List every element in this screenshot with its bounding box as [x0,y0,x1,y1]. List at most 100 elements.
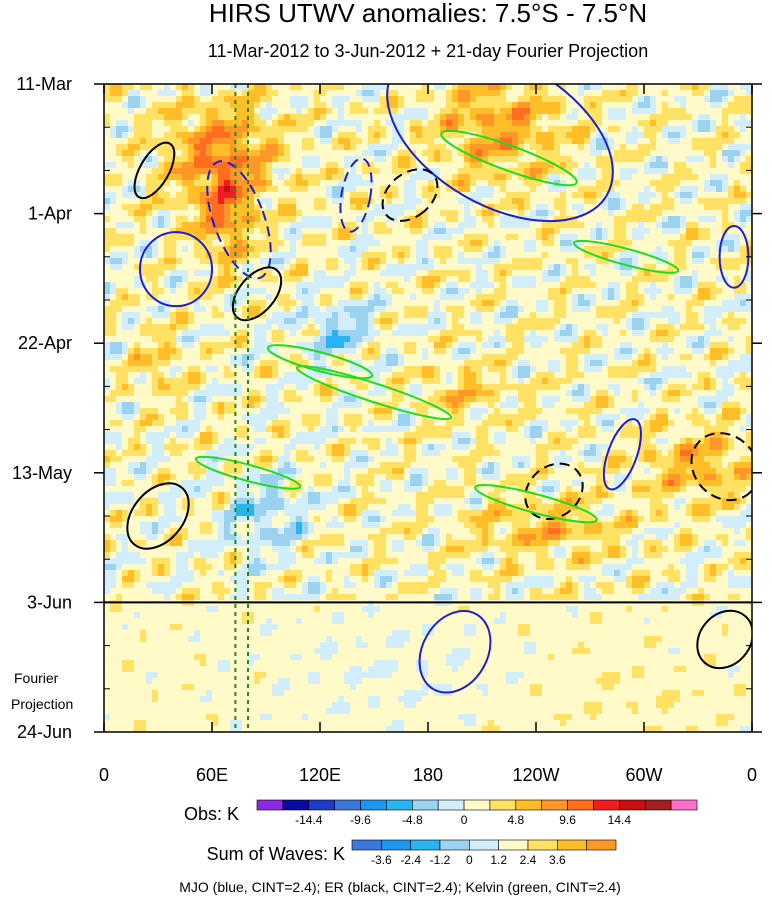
field-cell [512,138,519,145]
field-cell [122,96,129,103]
field-cell [620,246,627,253]
field-cell [524,102,531,109]
field-cell [356,84,363,91]
field-cell [668,354,675,361]
field-cell [602,90,609,97]
field-cell [596,276,603,283]
field-cell [548,210,555,217]
field-cell [470,84,477,91]
field-cell [434,96,441,103]
field-cell [272,102,279,109]
field-cell [272,186,279,193]
field-cell [242,180,249,187]
field-cell [644,312,651,319]
field-cell [206,354,213,361]
field-cell [128,264,135,271]
field-cell [722,270,729,277]
field-cell [476,138,483,145]
field-cell [440,288,447,295]
field-cell [326,210,333,217]
field-cell [734,138,741,145]
field-cell [320,162,327,169]
field-cell [416,150,423,157]
field-cell [476,216,483,223]
field-cell [668,84,675,91]
field-cell [230,228,237,235]
field-cell [338,96,345,103]
field-cell [380,342,387,349]
field-cell [230,210,237,217]
field-cell [440,330,447,337]
field-cell [608,96,615,103]
field-cell [218,270,225,277]
field-cell [674,300,681,307]
field-cell [164,276,171,283]
field-cell [710,348,717,355]
field-cell [578,90,585,97]
field-cell [614,348,621,355]
field-cell [314,90,321,97]
field-cell [152,300,159,307]
field-cell [740,318,747,325]
field-cell [482,174,489,181]
field-cell [248,306,255,313]
field-cell [332,246,339,253]
field-cell [434,84,441,91]
field-cell [422,192,429,199]
field-cell [626,240,633,247]
field-cell [380,126,387,133]
field-cell [200,84,207,91]
field-cell [110,246,117,253]
field-cell [698,258,705,265]
field-cell [218,240,225,247]
field-cell [200,354,207,361]
field-cell [122,84,129,91]
field-cell [716,324,723,331]
field-cell [692,354,699,361]
field-cell [314,306,321,313]
field-cell [362,342,369,349]
field-cell [260,168,267,175]
field-cell [266,282,273,289]
field-cell [224,96,231,103]
field-cell [248,282,255,289]
field-cell [248,228,255,235]
field-cell [380,90,387,97]
field-cell [500,138,507,145]
field-cell [314,204,321,211]
field-cell [170,234,177,241]
field-cell [434,210,441,217]
field-cell [410,120,417,127]
field-cell [206,132,213,139]
field-cell [422,186,429,193]
field-cell [128,354,135,361]
field-cell [632,270,639,277]
field-cell [596,168,603,175]
field-cell [200,114,207,121]
field-cell [548,354,555,361]
field-cell [362,84,369,91]
field-cell [656,252,663,259]
field-cell [314,180,321,187]
field-cell [374,294,381,301]
field-cell [554,282,561,289]
field-cell [536,300,543,307]
field-cell [530,300,537,307]
field-cell [536,210,543,217]
field-cell [716,300,723,307]
field-cell [716,282,723,289]
field-cell [308,342,315,349]
field-cell [182,90,189,97]
field-cell [104,360,111,367]
field-cell [254,354,261,361]
field-cell [458,294,465,301]
field-cell [734,132,741,139]
field-cell [680,108,687,115]
field-cell [638,234,645,241]
field-cell [446,162,453,169]
field-cell [224,150,231,157]
field-cell [740,84,747,91]
field-cell [572,102,579,109]
field-cell [650,144,657,151]
field-cell [440,306,447,313]
